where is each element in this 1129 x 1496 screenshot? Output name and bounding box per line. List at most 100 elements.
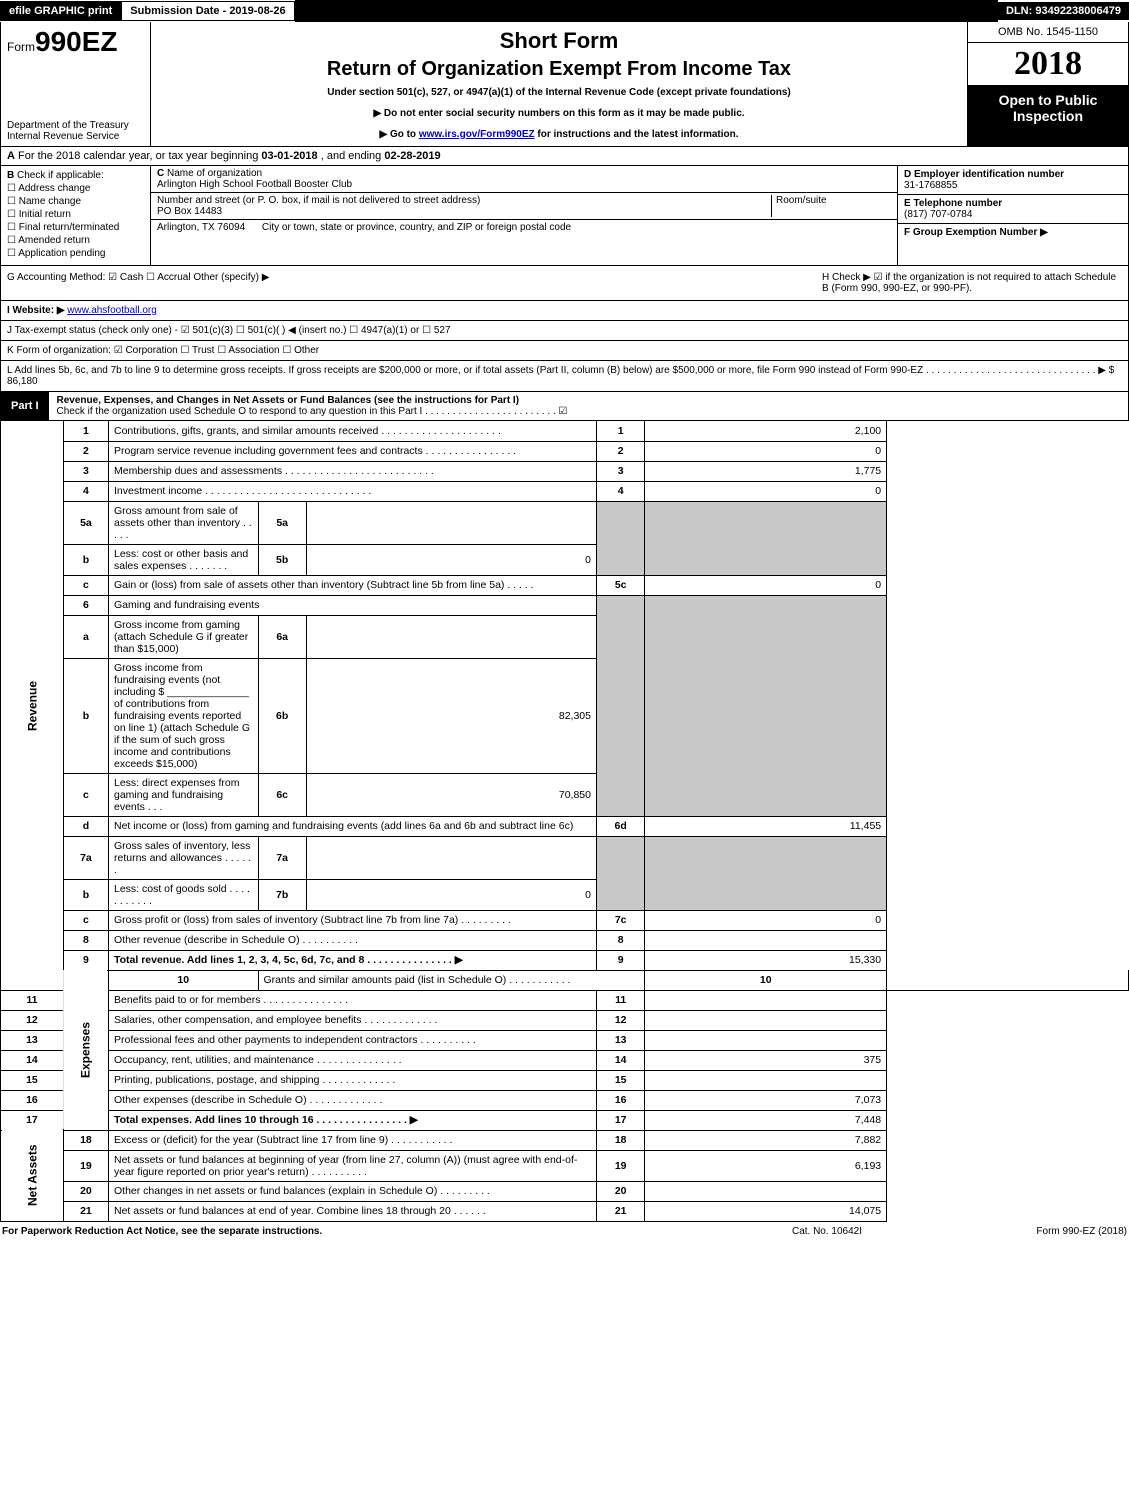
header-right: OMB No. 1545-1150 2018 Open to Public In… (968, 22, 1128, 146)
val-20 (645, 1181, 887, 1201)
num-2: 2 (597, 441, 645, 461)
num-1: 1 (597, 421, 645, 441)
dept-irs: Internal Revenue Service (7, 131, 144, 142)
footer-cat: Cat. No. 10642I (727, 1226, 927, 1237)
chk-application-pending[interactable]: ☐ Application pending (7, 248, 144, 259)
org-name: Arlington High School Football Booster C… (157, 179, 352, 190)
desc-11: Benefits paid to or for members . . . . … (108, 990, 596, 1010)
num-12: 12 (597, 1010, 645, 1030)
line-19: 19 Net assets or fund balances at beginn… (1, 1150, 1129, 1181)
line-10: Expenses 10 Grants and similar amounts p… (1, 970, 1129, 990)
ln-2: 2 (63, 441, 108, 461)
ln-9: 9 (63, 950, 108, 970)
desc-5c: Gain or (loss) from sale of assets other… (108, 575, 596, 595)
val-10 (887, 970, 1129, 990)
c-city-lbl: City or town, state or province, country… (262, 222, 571, 233)
num-13: 13 (597, 1030, 645, 1050)
desc-15: Printing, publications, postage, and shi… (108, 1070, 596, 1090)
val-2: 0 (645, 441, 887, 461)
dln-label: DLN: 93492238006479 (998, 2, 1129, 20)
irs-link[interactable]: www.irs.gov/Form990EZ (419, 129, 535, 140)
desc-6c: Less: direct expenses from gaming and fu… (108, 773, 258, 816)
line-16: 16 Other expenses (describe in Schedule … (1, 1090, 1129, 1110)
ln-5c: c (63, 575, 108, 595)
num-16: 16 (597, 1090, 645, 1110)
ln-6b: b (63, 658, 108, 773)
subval-7a (306, 836, 596, 879)
chk-final-return[interactable]: ☐ Final return/terminated (7, 222, 144, 233)
form-header: Form990EZ Department of the Treasury Int… (0, 22, 1129, 147)
line-15: 15 Printing, publications, postage, and … (1, 1070, 1129, 1090)
line-6d: d Net income or (loss) from gaming and f… (1, 816, 1129, 836)
val-7c: 0 (645, 910, 887, 930)
line-5a: 5a Gross amount from sale of assets othe… (1, 501, 1129, 544)
ln-17: 17 (1, 1110, 64, 1130)
header-left: Form990EZ Department of the Treasury Int… (1, 22, 151, 146)
desc-2: Program service revenue including govern… (108, 441, 596, 461)
org-addr: PO Box 14483 (157, 206, 222, 217)
line-2: 2 Program service revenue including gove… (1, 441, 1129, 461)
e-val: (817) 707-0784 (904, 209, 972, 220)
ln-5b: b (63, 544, 108, 575)
ln-21: 21 (63, 1201, 108, 1221)
chk-name-change[interactable]: ☐ Name change (7, 196, 144, 207)
chk-label-0: Address change (18, 183, 90, 194)
desc-6a: Gross income from gaming (attach Schedul… (108, 615, 258, 658)
ln-3: 3 (63, 461, 108, 481)
department: Department of the Treasury Internal Reve… (7, 120, 144, 142)
form-number: Form990EZ (7, 26, 144, 58)
return-title: Return of Organization Exempt From Incom… (157, 58, 961, 81)
num-3: 3 (597, 461, 645, 481)
line-1: Revenue 1 Contributions, gifts, grants, … (1, 421, 1129, 441)
val-14: 375 (645, 1050, 887, 1070)
grey-5 (597, 501, 645, 575)
b-check-if: Check if applicable: (17, 170, 104, 181)
num-19: 19 (597, 1150, 645, 1181)
greyval-5 (645, 501, 887, 575)
goto-pre: ▶ Go to (379, 129, 418, 140)
line-7b: b Less: cost of goods sold . . . . . . .… (1, 879, 1129, 910)
desc-13: Professional fees and other payments to … (108, 1030, 596, 1050)
row-i-website: I Website: ▶ www.ahsfootball.org (0, 301, 1129, 321)
efile-print-button[interactable]: efile GRAPHIC print (0, 1, 121, 21)
chk-label-5: Application pending (18, 248, 105, 259)
line-14: 14 Occupancy, rent, utilities, and maint… (1, 1050, 1129, 1070)
val-4: 0 (645, 481, 887, 501)
ln-1: 1 (63, 421, 108, 441)
org-city: Arlington, TX 76094 (157, 222, 245, 233)
d-ein: D Employer identification number 31-1768… (898, 166, 1128, 195)
desc-3: Membership dues and assessments . . . . … (108, 461, 596, 481)
open-line2: Inspection (970, 108, 1126, 124)
form-990ez: 990EZ (35, 26, 118, 57)
c-label: C (157, 168, 164, 179)
goto-post: for instructions and the latest informat… (535, 129, 739, 140)
ln-6d: d (63, 816, 108, 836)
row-gh: G Accounting Method: ☑ Cash ☐ Accrual Ot… (0, 266, 1129, 301)
desc-18: Excess or (deficit) for the year (Subtra… (108, 1130, 596, 1150)
row-a-tax-year: A For the 2018 calendar year, or tax yea… (0, 147, 1129, 166)
ln-10: 10 (108, 970, 258, 990)
i-pre: I Website: ▶ (7, 305, 65, 316)
subval-6b: 82,305 (306, 658, 596, 773)
chk-initial-return[interactable]: ☐ Initial return (7, 209, 144, 220)
a-mid: , and ending (321, 150, 385, 162)
ln-7c: c (63, 910, 108, 930)
chk-label-3: Final return/terminated (19, 222, 120, 233)
line-17: 17 Total expenses. Add lines 10 through … (1, 1110, 1129, 1130)
chk-address-change[interactable]: ☐ Address change (7, 183, 144, 194)
f-lbl: F Group Exemption Number ▶ (904, 227, 1048, 238)
sub-6a: 6a (258, 615, 306, 658)
num-21: 21 (597, 1201, 645, 1221)
subval-5a (306, 501, 596, 544)
short-form-title: Short Form (157, 28, 961, 54)
line-6c: c Less: direct expenses from gaming and … (1, 773, 1129, 816)
ln-7a: 7a (63, 836, 108, 879)
chk-label-4: Amended return (18, 235, 90, 246)
dept-treasury: Department of the Treasury (7, 120, 144, 131)
chk-label-1: Name change (19, 196, 81, 207)
website-link[interactable]: www.ahsfootball.org (67, 305, 157, 316)
chk-amended[interactable]: ☐ Amended return (7, 235, 144, 246)
form-prefix: Form (7, 40, 35, 54)
ln-20: 20 (63, 1181, 108, 1201)
grey-6 (597, 595, 645, 816)
